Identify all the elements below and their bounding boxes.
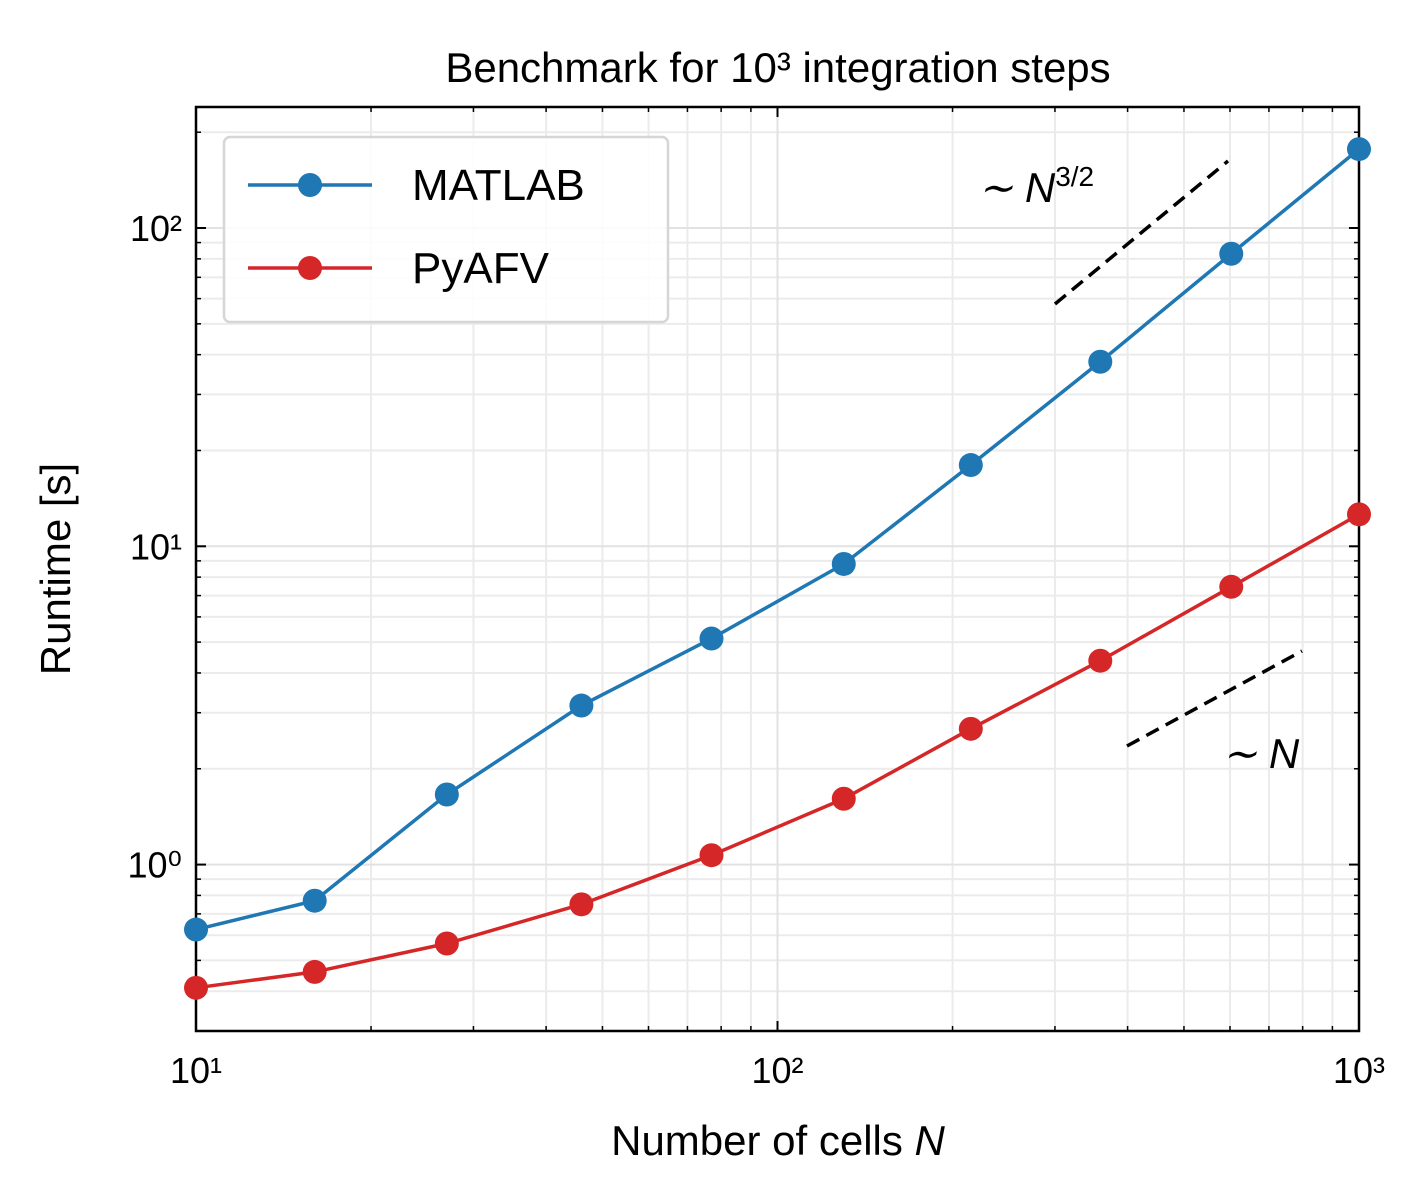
- x-label-var: N: [915, 1117, 946, 1164]
- series-line: [195, 512, 1360, 990]
- y-axis-label: Runtime [s]: [32, 463, 79, 675]
- x-tick-label: 10¹: [170, 1050, 222, 1091]
- x-label-text: Number of cells: [611, 1117, 903, 1164]
- data-point: [1347, 137, 1371, 162]
- data-point: [302, 959, 327, 984]
- annotation-sup: 3/2: [1055, 161, 1094, 192]
- data-point: [958, 453, 983, 478]
- annotation: ∼ N3/2: [978, 161, 1094, 211]
- x-tick-label: 10²: [751, 1050, 803, 1091]
- data-point: [1088, 648, 1113, 673]
- annotation: ∼ N: [1222, 730, 1300, 777]
- data-point: [1219, 574, 1244, 599]
- data-point: [184, 917, 208, 942]
- legend-label: PyAFV: [412, 244, 550, 293]
- data-point: [1219, 241, 1244, 266]
- data-point: [434, 782, 459, 807]
- data-point: [831, 551, 856, 576]
- data-point: [184, 975, 208, 1000]
- data-point: [302, 888, 327, 913]
- x-axis-label: Number of cells N: [611, 1117, 945, 1164]
- legend-label: MATLAB: [412, 161, 585, 210]
- annotation-text: ∼ N: [1222, 730, 1300, 777]
- data-point: [699, 626, 724, 651]
- series-line: [195, 147, 1361, 932]
- data-point: [1088, 349, 1113, 374]
- y-tick-label: 10²: [130, 208, 182, 249]
- data-point: [569, 892, 594, 917]
- data-point: [434, 931, 459, 956]
- legend-marker: [298, 173, 322, 197]
- slope-guide: [1126, 649, 1303, 748]
- data-point: [699, 843, 724, 868]
- annotation-text: ∼ N: [978, 164, 1056, 211]
- data-point: [1347, 502, 1371, 527]
- legend-marker: [298, 256, 322, 280]
- x-tick-label: 10³: [1333, 1050, 1385, 1091]
- plot-frame: [194, 105, 1361, 1033]
- data-point: [958, 716, 983, 741]
- chart-title: Benchmark for 10³ integration steps: [445, 44, 1110, 91]
- data-point: [569, 693, 594, 718]
- slope-guide: [1053, 159, 1230, 306]
- y-tick-label: 10⁰: [128, 845, 182, 886]
- data-point: [831, 786, 856, 811]
- y-tick-label: 10¹: [130, 526, 182, 567]
